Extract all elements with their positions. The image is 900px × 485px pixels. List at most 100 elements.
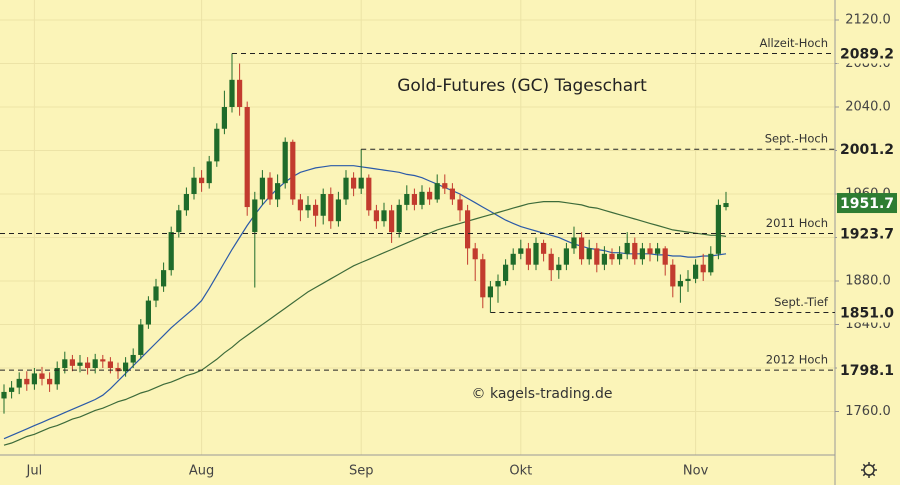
candle-body: [670, 264, 676, 287]
candle-body: [571, 237, 577, 249]
level-value: 1798.1: [840, 363, 894, 379]
candle-body: [389, 210, 395, 233]
candle-body: [206, 161, 212, 184]
candle-body: [503, 264, 509, 282]
level-name: Allzeit-Hoch: [759, 36, 828, 50]
candle-body: [191, 177, 197, 195]
gear-teeth[interactable]: [861, 462, 877, 478]
candle-body: [639, 248, 645, 260]
candle-body: [24, 378, 30, 385]
candle-body: [153, 286, 159, 301]
candle-body: [556, 264, 562, 271]
candle-body: [366, 177, 372, 211]
candle-body: [434, 183, 440, 200]
candle-body: [275, 183, 281, 200]
level-value: 1923.7: [840, 226, 894, 242]
candle-body: [47, 378, 53, 385]
candle-body: [9, 387, 15, 392]
candle-body: [525, 248, 531, 265]
candle-body: [685, 278, 691, 282]
candle-body: [145, 300, 151, 325]
level-value: 2089.2: [840, 47, 894, 63]
level-name: Sept.-Tief: [774, 295, 829, 309]
candle-body: [16, 378, 22, 388]
candle-body: [168, 232, 174, 271]
candle-body: [138, 324, 144, 355]
level-box: [837, 360, 897, 381]
candle-body: [100, 359, 106, 362]
candle-body: [92, 359, 98, 369]
level-box: [837, 223, 897, 244]
candle-body: [252, 199, 258, 233]
candle-body: [282, 141, 288, 184]
candle-body: [419, 191, 425, 205]
candle-body: [601, 253, 607, 265]
settings-icon[interactable]: [861, 462, 877, 478]
candle-body: [518, 248, 524, 254]
candle-body: [176, 210, 182, 233]
candle-body: [199, 177, 205, 184]
candle-body: [487, 286, 493, 298]
candle-body: [617, 253, 623, 260]
level-name: Sept.-Hoch: [765, 132, 828, 146]
last-price-box: [837, 193, 897, 214]
candle-body: [457, 199, 463, 211]
level-box: [837, 139, 897, 160]
candle-body: [442, 183, 448, 189]
level-name: 2011 Hoch: [766, 216, 828, 230]
level-box: [837, 302, 897, 323]
candle-body: [715, 204, 721, 254]
x-tick-label: Nov: [683, 464, 709, 479]
candle-body: [480, 259, 486, 298]
candle-body: [594, 248, 600, 265]
candle-body: [647, 248, 653, 254]
moving-average: [3, 165, 727, 440]
y-tick-label: 1880.0: [845, 274, 891, 289]
candle-body: [655, 248, 661, 254]
candle-body: [632, 242, 638, 260]
watermark: © kagels-trading.de: [472, 386, 613, 402]
x-tick-label: Okt: [509, 464, 532, 479]
candle-body: [297, 199, 303, 211]
candle-body: [85, 362, 91, 369]
candle-body: [267, 177, 273, 200]
candle-body: [579, 237, 585, 260]
candle-body: [183, 194, 189, 211]
grid: [0, 0, 835, 455]
x-tick-label: Jul: [26, 464, 43, 479]
candle-body: [351, 177, 357, 189]
candle-body: [677, 281, 683, 287]
candle-body: [39, 373, 45, 379]
candle-body: [1, 391, 7, 399]
y-tick-label: 2040.0: [845, 100, 891, 115]
candle-body: [69, 359, 75, 366]
candle-body: [305, 204, 311, 211]
candle-body: [541, 242, 547, 254]
candle-body: [358, 177, 364, 189]
candle-body: [586, 248, 592, 260]
candle-body: [130, 354, 136, 363]
candle-body: [510, 253, 516, 265]
candle-body: [693, 264, 699, 279]
candle-body: [31, 373, 37, 385]
candle-body: [708, 253, 714, 273]
level-value: 2001.2: [840, 142, 894, 158]
candle-body: [381, 210, 387, 222]
candle-body: [700, 264, 706, 273]
candle-body: [107, 361, 113, 369]
candle-body: [244, 107, 250, 208]
candle-body: [62, 359, 68, 369]
candle-body: [221, 107, 227, 129]
level-value: 1851.0: [840, 306, 894, 322]
candle-body: [548, 253, 554, 271]
candle-body: [237, 79, 243, 108]
candle-body: [229, 79, 235, 108]
y-tick-label: 2120.0: [845, 13, 891, 28]
candle-body: [449, 188, 455, 200]
candle-body: [404, 194, 410, 205]
chart-title: Gold-Futures (GC) Tageschart: [397, 76, 647, 96]
level-box: [837, 43, 897, 64]
candle-body: [214, 128, 220, 162]
candle-body: [427, 191, 433, 200]
